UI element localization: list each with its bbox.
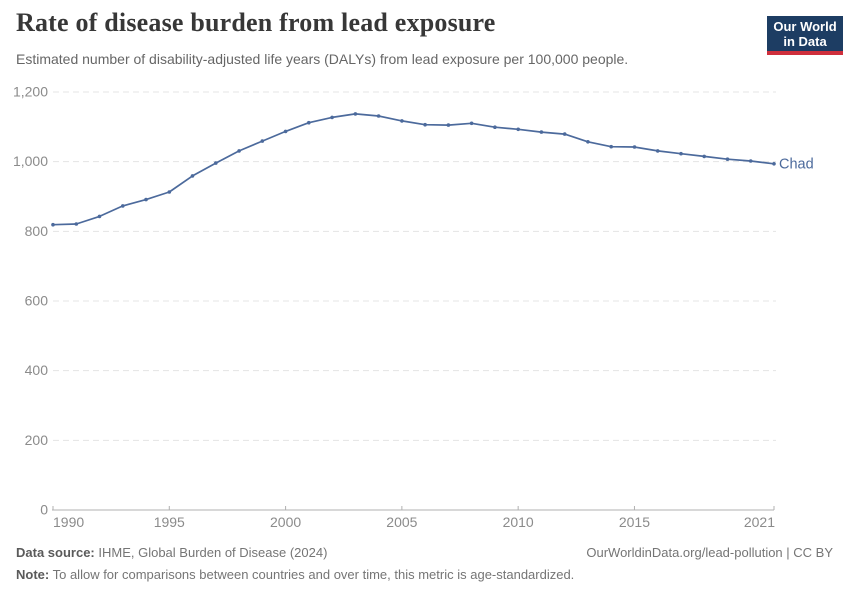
owid-url-link[interactable]: OurWorldinData.org/lead-pollution | CC B… xyxy=(586,545,833,560)
page-title: Rate of disease burden from lead exposur… xyxy=(16,8,496,37)
x-tick-label: 2010 xyxy=(503,514,534,530)
note-text: To allow for comparisons between countri… xyxy=(52,567,575,582)
data-point[interactable] xyxy=(609,144,613,149)
x-tick-label: 2000 xyxy=(270,514,301,530)
data-point[interactable] xyxy=(516,127,520,132)
data-point[interactable] xyxy=(144,197,148,202)
note-label: Note: xyxy=(16,567,50,582)
data-point[interactable] xyxy=(493,125,497,129)
data-point[interactable] xyxy=(330,115,334,120)
y-tick-label: 1,200 xyxy=(13,84,48,100)
y-tick-label: 800 xyxy=(25,223,49,239)
y-tick-label: 1,000 xyxy=(13,153,48,169)
owid-logo-line2: in Data xyxy=(783,34,827,49)
data-source-label: Data source: xyxy=(16,545,95,560)
data-point[interactable] xyxy=(469,121,474,126)
data-point[interactable] xyxy=(97,214,102,219)
series-end-label-chad: Chad xyxy=(779,156,814,172)
data-point[interactable] xyxy=(748,159,753,163)
data-point[interactable] xyxy=(562,132,567,136)
note-line: Note: To allow for comparisons between c… xyxy=(16,567,833,582)
y-tick-label: 0 xyxy=(40,502,48,518)
data-source-line: Data source: IHME, Global Burden of Dise… xyxy=(16,545,327,560)
y-tick-label: 600 xyxy=(25,293,49,309)
owid-logo-line1: Our World xyxy=(773,19,837,34)
data-point[interactable] xyxy=(260,139,265,143)
data-point[interactable] xyxy=(51,222,55,227)
data-point[interactable] xyxy=(190,174,195,178)
chart-subtitle: Estimated number of disability-adjusted … xyxy=(16,51,629,67)
data-point[interactable] xyxy=(167,190,172,194)
chart-svg[interactable]: 0 200 400 600 800 1,000 1,200 1990 1995 2000 2005 2… xyxy=(0,80,850,540)
x-tick-label: 1990 xyxy=(53,514,84,530)
data-point[interactable] xyxy=(214,161,218,165)
data-point[interactable] xyxy=(586,140,590,144)
data-point[interactable] xyxy=(237,149,241,153)
data-point[interactable] xyxy=(74,222,79,226)
data-point[interactable] xyxy=(702,154,706,159)
data-point[interactable] xyxy=(679,151,683,156)
line-series-chad[interactable] xyxy=(52,113,775,226)
data-source-text: IHME, Global Burden of Disease (2024) xyxy=(98,545,328,560)
data-point[interactable] xyxy=(376,114,381,118)
data-point[interactable] xyxy=(283,129,288,134)
x-tick-label: 1995 xyxy=(154,514,185,530)
x-tick-label: 2021 xyxy=(744,514,775,530)
x-tick-label: 2005 xyxy=(386,514,417,530)
y-tick-label: 400 xyxy=(25,362,49,378)
data-point[interactable] xyxy=(539,130,544,134)
y-tick-label: 200 xyxy=(25,432,49,448)
chart-footer: Data source: IHME, Global Burden of Dise… xyxy=(16,545,833,582)
x-tick-label: 2015 xyxy=(619,514,650,530)
data-point[interactable] xyxy=(400,119,404,123)
data-point[interactable] xyxy=(772,162,776,166)
owid-logo[interactable]: Our World in Data xyxy=(767,16,843,55)
chart-area[interactable]: 0 200 400 600 800 1,000 1,200 1990 1995 2000 2005 2… xyxy=(0,80,850,540)
data-point[interactable] xyxy=(353,112,358,116)
data-point[interactable] xyxy=(725,157,730,161)
data-point[interactable] xyxy=(446,123,451,127)
data-point[interactable] xyxy=(423,122,427,127)
data-point[interactable] xyxy=(307,120,311,125)
data-point[interactable] xyxy=(632,145,637,149)
data-point[interactable] xyxy=(655,149,660,153)
data-point[interactable] xyxy=(121,204,125,208)
